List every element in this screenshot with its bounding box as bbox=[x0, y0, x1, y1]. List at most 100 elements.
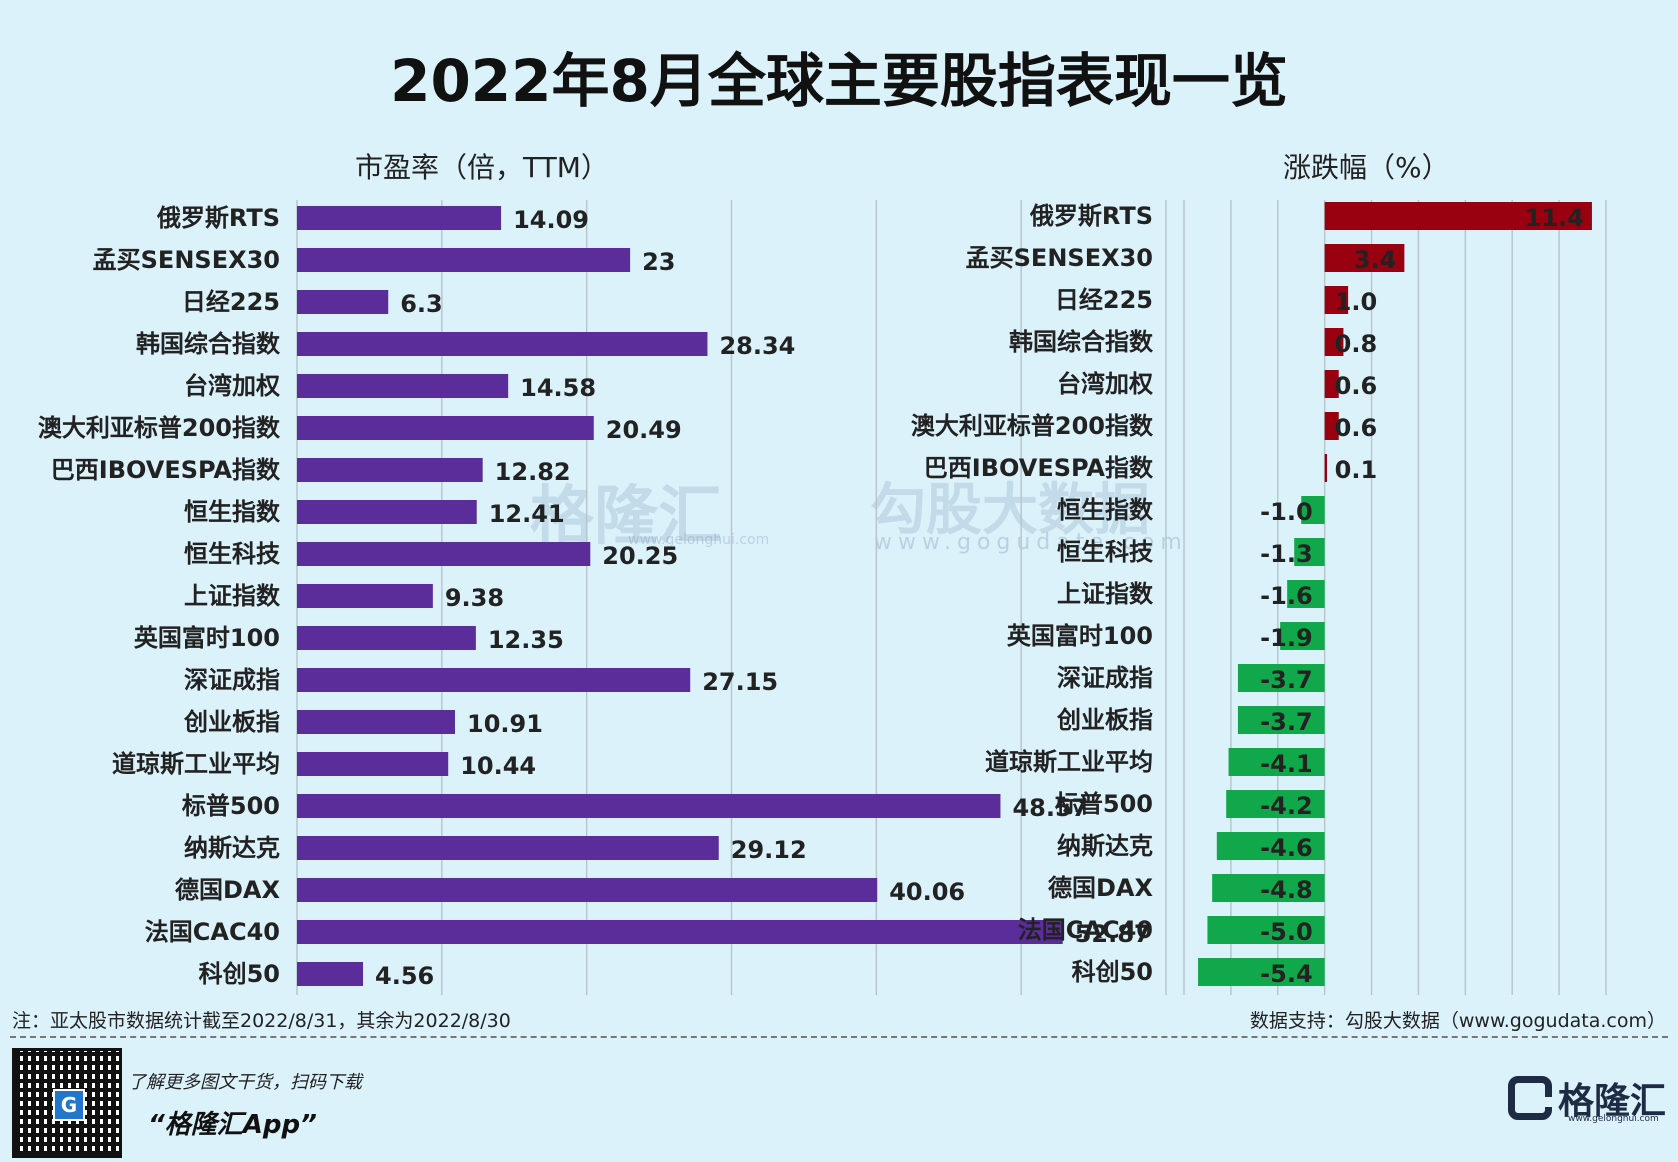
watermark-gogudata: 勾股大数据 bbox=[870, 478, 1150, 543]
change-value-label: -1.0 bbox=[1260, 498, 1312, 526]
change-value-label: -1.6 bbox=[1260, 582, 1312, 610]
change-category-label: 澳大利亚标普200指数 bbox=[911, 412, 1154, 440]
pe-bar bbox=[297, 878, 878, 902]
change-bar bbox=[1216, 832, 1325, 860]
pe-category-label: 俄罗斯RTS bbox=[156, 204, 280, 232]
pe-bar bbox=[297, 920, 1063, 944]
pe-value-label: 4.56 bbox=[375, 962, 434, 990]
pe-value-label: 12.41 bbox=[489, 500, 565, 528]
pe-value-label: 9.38 bbox=[445, 584, 504, 612]
chart-title: 2022年8月全球主要股指表现一览 bbox=[390, 47, 1288, 115]
pe-category-label: 孟买SENSEX30 bbox=[93, 246, 280, 274]
pe-bar bbox=[297, 458, 483, 482]
pe-value-label: 52.87 bbox=[1075, 920, 1151, 948]
change-bar bbox=[1212, 874, 1325, 902]
pe-category-label: 标普500 bbox=[182, 792, 280, 820]
pe-value-label: 40.06 bbox=[889, 878, 965, 906]
change-value-label: 0.6 bbox=[1335, 372, 1378, 400]
change-category-label: 纳斯达克 bbox=[1057, 832, 1153, 860]
change-category-label: 日经225 bbox=[1055, 286, 1153, 314]
change-bar bbox=[1228, 748, 1325, 776]
dashed-divider bbox=[10, 1036, 1668, 1038]
pe-bar bbox=[297, 710, 456, 734]
change-category-label: 俄罗斯RTS bbox=[1029, 202, 1153, 230]
pe-value-label: 6.3 bbox=[400, 290, 443, 318]
change-category-label: 巴西IBOVESPA指数 bbox=[924, 454, 1154, 482]
change-value-label: -5.4 bbox=[1260, 960, 1312, 988]
change-bar bbox=[1237, 706, 1325, 734]
pe-value-label: 29.12 bbox=[731, 836, 807, 864]
change-value-label: -3.7 bbox=[1260, 666, 1312, 694]
qr-logo-icon: G bbox=[53, 1089, 85, 1121]
pe-bar bbox=[297, 668, 691, 692]
pe-bar bbox=[297, 248, 631, 272]
pe-value-label: 10.44 bbox=[460, 752, 536, 780]
pe-category-label: 巴西IBOVESPA指数 bbox=[51, 456, 281, 484]
pe-category-label: 日经225 bbox=[182, 288, 280, 316]
change-value-label: -4.8 bbox=[1260, 876, 1312, 904]
change-value-label: 11.4 bbox=[1525, 204, 1584, 232]
pe-value-label: 27.15 bbox=[702, 668, 778, 696]
pe-category-label: 深证成指 bbox=[184, 666, 280, 694]
change-bar bbox=[1294, 538, 1325, 566]
watermark-gelonghui-url: www.gelonghui.com bbox=[628, 532, 770, 548]
pe-bar bbox=[297, 332, 708, 356]
pe-bar bbox=[297, 206, 502, 230]
pe-category-label: 台湾加权 bbox=[184, 372, 280, 400]
bar-charts: 俄罗斯RTS 14.09 孟买SENSEX30 23 日经225 6.3 韩国综合指数 28.… bbox=[38, 200, 1607, 995]
change-category-label: 英国富时100 bbox=[1007, 622, 1153, 650]
pe-bar bbox=[297, 374, 509, 398]
pe-category-label: 恒生科技 bbox=[184, 540, 281, 568]
change-value-label: -1.9 bbox=[1260, 624, 1312, 652]
change-bar bbox=[1324, 412, 1339, 440]
watermark-gogudata-url: www.gogudata.com bbox=[874, 530, 1188, 555]
change-category-label: 深证成指 bbox=[1057, 664, 1153, 692]
pe-value-label: 20.49 bbox=[606, 416, 682, 444]
pe-value-label: 12.35 bbox=[488, 626, 564, 654]
pe-value-label: 10.91 bbox=[467, 710, 543, 738]
change-category-label: 创业板指 bbox=[1056, 706, 1153, 734]
change-value-label: -4.2 bbox=[1260, 792, 1312, 820]
logo-url: www.gelonghui.com bbox=[1568, 1114, 1659, 1124]
change-bar bbox=[1324, 286, 1349, 314]
change-category-label: 德国DAX bbox=[1048, 874, 1153, 902]
change-category-label: 恒生指数 bbox=[1057, 496, 1154, 524]
change-bar bbox=[1280, 622, 1325, 650]
change-value-label: -1.3 bbox=[1260, 540, 1312, 568]
pe-bar bbox=[297, 584, 433, 608]
change-value-label: 3.4 bbox=[1354, 246, 1397, 274]
change-bar bbox=[1287, 580, 1325, 608]
pe-category-label: 德国DAX bbox=[175, 876, 280, 904]
change-value-label: -4.6 bbox=[1260, 834, 1312, 862]
change-bar bbox=[1324, 202, 1592, 230]
change-bar bbox=[1198, 958, 1325, 986]
change-category-label: 上证指数 bbox=[1057, 580, 1154, 608]
change-category-label: 台湾加权 bbox=[1057, 370, 1153, 398]
change-value-label: -3.7 bbox=[1260, 708, 1312, 736]
pe-category-label: 澳大利亚标普200指数 bbox=[38, 414, 281, 442]
change-value-label: 1.0 bbox=[1335, 288, 1378, 316]
change-category-label: 恒生科技 bbox=[1057, 538, 1154, 566]
change-category-label: 韩国综合指数 bbox=[1009, 328, 1154, 356]
change-bar bbox=[1324, 454, 1328, 482]
pe-category-label: 法国CAC40 bbox=[145, 918, 280, 946]
promo-app-name: “格隆汇App” bbox=[148, 1110, 317, 1140]
watermark-gelonghui: 格隆汇 bbox=[530, 480, 722, 554]
qr-code-icon[interactable]: G bbox=[12, 1048, 122, 1158]
pe-category-label: 上证指数 bbox=[184, 582, 281, 610]
promo-text: 了解更多图文干货，扫码下载 bbox=[128, 1072, 362, 1093]
change-category-label: 法国CAC40 bbox=[1018, 916, 1153, 944]
pe-value-label: 12.82 bbox=[495, 458, 571, 486]
change-category-label: 孟买SENSEX30 bbox=[966, 244, 1153, 272]
change-category-label: 道琼斯工业平均 bbox=[985, 748, 1153, 776]
pe-value-label: 28.34 bbox=[719, 332, 795, 360]
pe-bar bbox=[297, 626, 476, 650]
change-value-label: -4.1 bbox=[1260, 750, 1312, 778]
gelonghui-logo-icon bbox=[1508, 1076, 1552, 1120]
pe-category-label: 英国富时100 bbox=[134, 624, 280, 652]
logo-text: 格隆汇 bbox=[1558, 1081, 1667, 1122]
change-category-label: 科创50 bbox=[1072, 958, 1153, 986]
pe-value-label: 14.09 bbox=[513, 206, 589, 234]
pe-value-label: 48.57 bbox=[1012, 794, 1088, 822]
gelonghui-logo: 格隆汇 bbox=[1508, 1070, 1666, 1126]
